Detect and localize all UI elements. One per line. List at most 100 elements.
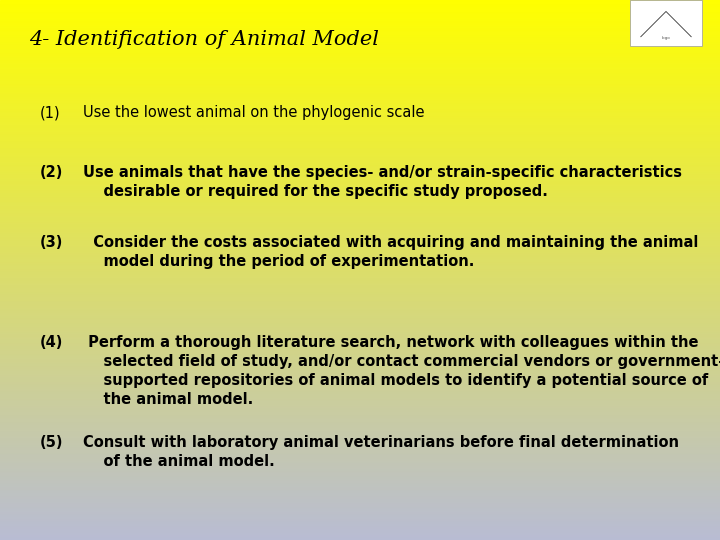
- Bar: [0, 49, 720, 50]
- Bar: [0, 59, 720, 61]
- Bar: [0, 5, 720, 7]
- Bar: [0, 502, 720, 504]
- Bar: [0, 106, 720, 108]
- Bar: [0, 328, 720, 329]
- Bar: [0, 189, 720, 191]
- Bar: [0, 99, 720, 101]
- Bar: [0, 27, 720, 29]
- Bar: [0, 58, 720, 59]
- Bar: [0, 167, 720, 169]
- Bar: [0, 349, 720, 351]
- Bar: [0, 227, 720, 228]
- Bar: [0, 421, 720, 423]
- Bar: [0, 437, 720, 439]
- Bar: [0, 299, 720, 301]
- Bar: [0, 198, 720, 200]
- Bar: [0, 182, 720, 184]
- Bar: [0, 151, 720, 153]
- Bar: [0, 508, 720, 509]
- Bar: [0, 398, 720, 400]
- Bar: [0, 317, 720, 319]
- Bar: [0, 382, 720, 383]
- Bar: [0, 272, 720, 274]
- Bar: [0, 538, 720, 540]
- Bar: [0, 144, 720, 146]
- Bar: [0, 518, 720, 520]
- Bar: [0, 340, 720, 342]
- Bar: [0, 69, 720, 70]
- Bar: [0, 504, 720, 506]
- Bar: [0, 265, 720, 266]
- Bar: [0, 194, 720, 196]
- Bar: [0, 457, 720, 459]
- Bar: [0, 380, 720, 382]
- Bar: [0, 231, 720, 232]
- Bar: [0, 484, 720, 486]
- Bar: [0, 288, 720, 290]
- Bar: [0, 436, 720, 437]
- Bar: [0, 351, 720, 353]
- Bar: [0, 266, 720, 268]
- Bar: [0, 223, 720, 225]
- Bar: [0, 274, 720, 275]
- Bar: [0, 279, 720, 281]
- Bar: [0, 383, 720, 385]
- Bar: [0, 85, 720, 86]
- Bar: [0, 150, 720, 151]
- Bar: [0, 393, 720, 394]
- Bar: [0, 491, 720, 493]
- Bar: [0, 126, 720, 128]
- Bar: [0, 490, 720, 491]
- Bar: [0, 459, 720, 461]
- Bar: [0, 218, 720, 220]
- Bar: [0, 158, 720, 160]
- Bar: [0, 536, 720, 538]
- Bar: [0, 238, 720, 239]
- Bar: [0, 304, 720, 306]
- Bar: [0, 92, 720, 93]
- Bar: [0, 90, 720, 92]
- Bar: [0, 488, 720, 490]
- Bar: [0, 329, 720, 331]
- Bar: [630, 0, 702, 46]
- Bar: [0, 241, 720, 243]
- Bar: [0, 428, 720, 430]
- Bar: [0, 470, 720, 471]
- Bar: [0, 371, 720, 373]
- Bar: [0, 128, 720, 130]
- Bar: [0, 390, 720, 393]
- Bar: [0, 312, 720, 313]
- Bar: [0, 247, 720, 248]
- Bar: [0, 420, 720, 421]
- Bar: [0, 529, 720, 531]
- Bar: [0, 297, 720, 299]
- Bar: [0, 65, 720, 66]
- Bar: [0, 70, 720, 72]
- Bar: [0, 86, 720, 88]
- Bar: [0, 38, 720, 39]
- Bar: [0, 363, 720, 366]
- Bar: [0, 187, 720, 189]
- Bar: [0, 367, 720, 369]
- Bar: [0, 263, 720, 265]
- Bar: [0, 162, 720, 164]
- Bar: [0, 157, 720, 158]
- Bar: [0, 164, 720, 166]
- Bar: [0, 295, 720, 297]
- Bar: [0, 533, 720, 535]
- Bar: [0, 477, 720, 479]
- Bar: [0, 495, 720, 497]
- Bar: [0, 97, 720, 99]
- Bar: [0, 290, 720, 292]
- Bar: [0, 207, 720, 209]
- Bar: [0, 261, 720, 263]
- Bar: [0, 520, 720, 522]
- Bar: [0, 39, 720, 42]
- Bar: [0, 255, 720, 258]
- Bar: [0, 50, 720, 52]
- Bar: [0, 444, 720, 447]
- Bar: [0, 405, 720, 407]
- Bar: [0, 498, 720, 501]
- Bar: [0, 96, 720, 97]
- Bar: [0, 204, 720, 205]
